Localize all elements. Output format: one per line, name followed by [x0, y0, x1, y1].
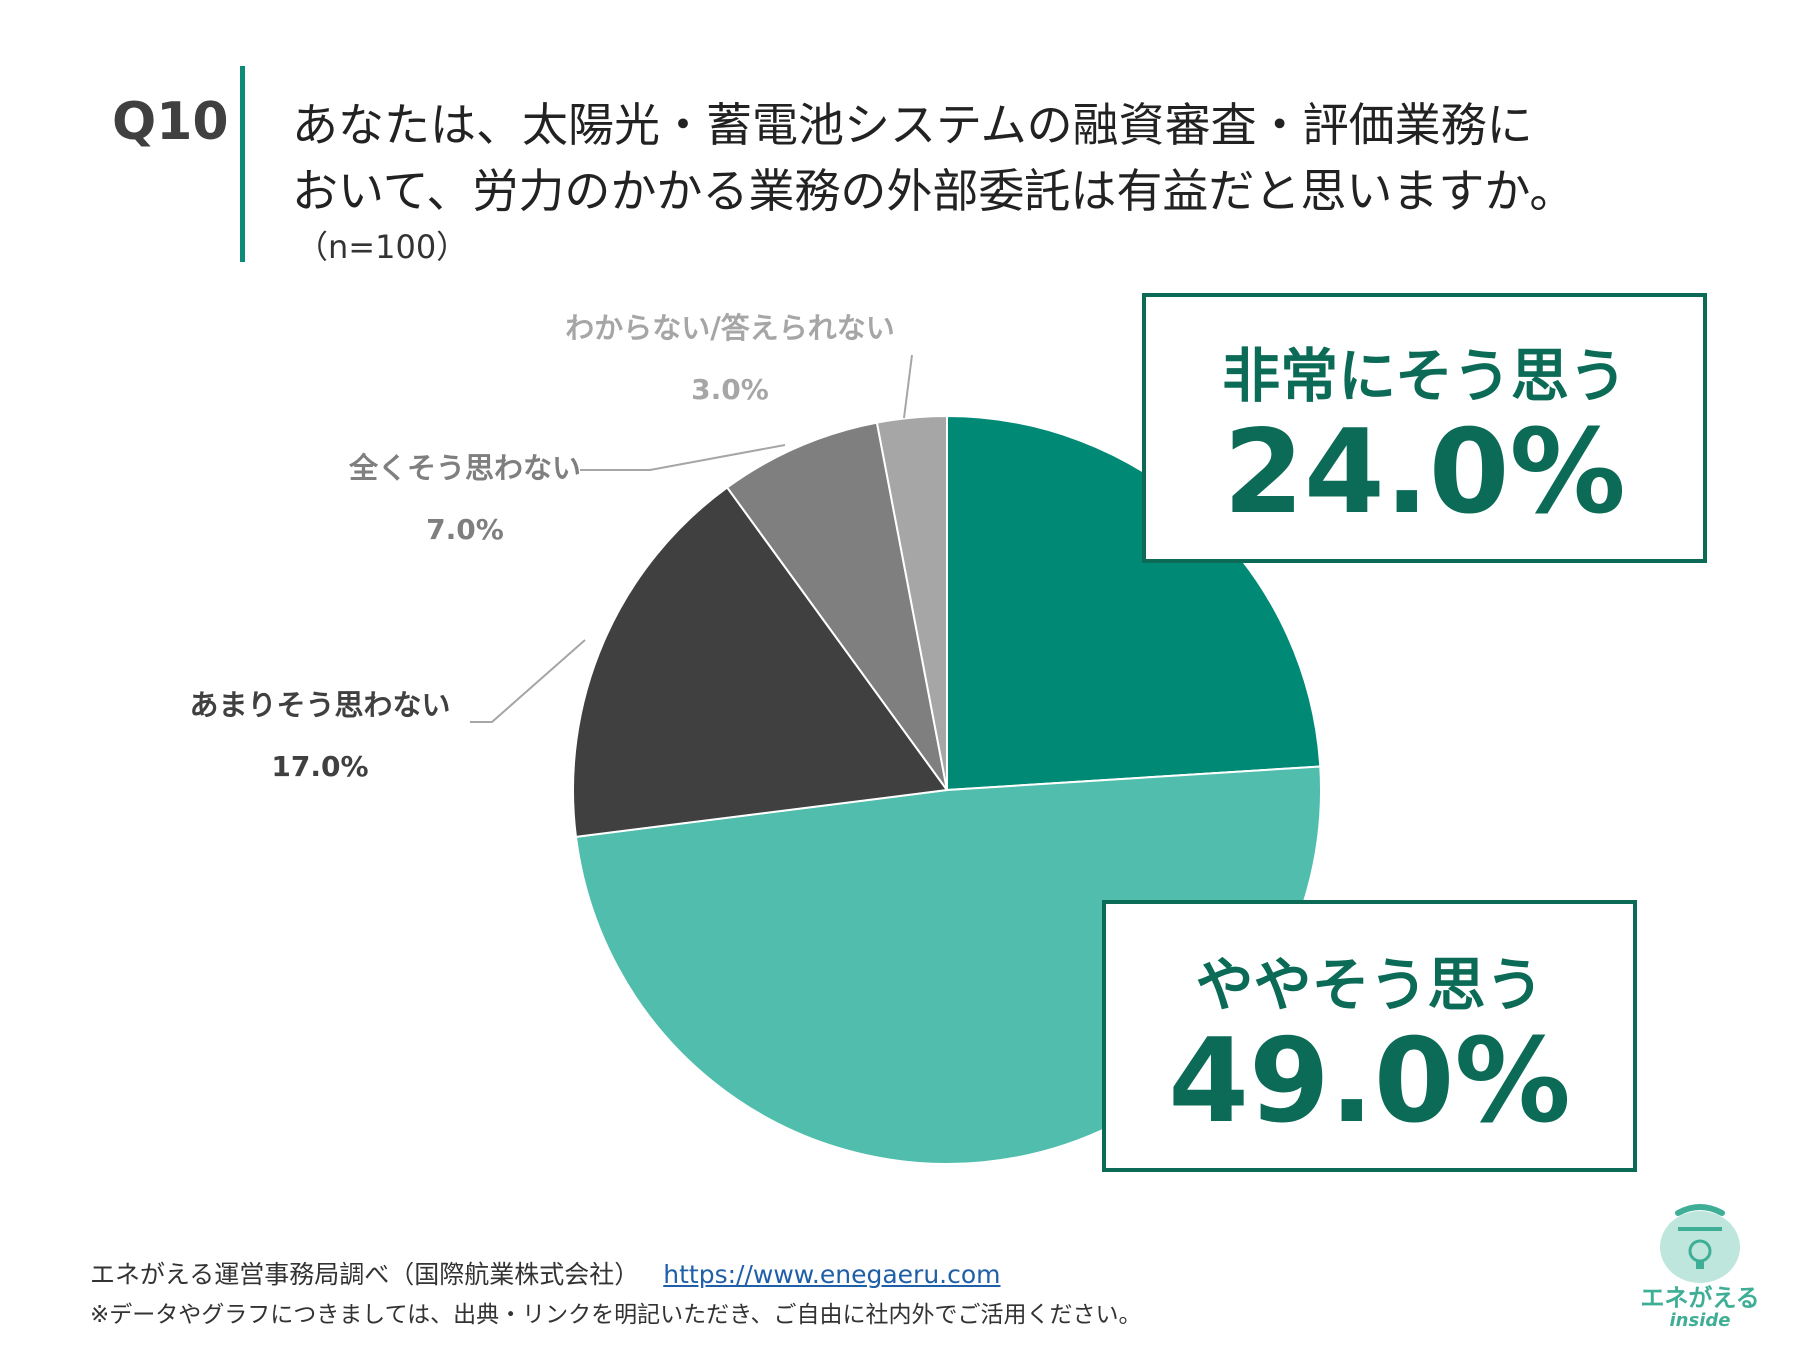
slice-label-dont-know-value: 3.0% [691, 373, 769, 406]
question-line-1: あなたは、太陽光・蓄電池システムの融資審査・評価業務に [292, 98, 1533, 152]
leader-lines [470, 354, 913, 723]
logo-name: エネがえる [1640, 1284, 1760, 1312]
logo-subtitle: inside [1669, 1310, 1731, 1331]
slice-label-not-at-all: 全くそう思わない 7.0% [315, 448, 615, 550]
callout-somewhat-agree-category: ややそう思う [1195, 951, 1544, 1019]
leader-line-not-much [470, 639, 586, 723]
callout-strongly-agree-value: 24.0% [1223, 405, 1626, 540]
callout-somewhat-agree: ややそう思う 49.0% [1102, 900, 1637, 1172]
question-line-2: おいて、労力のかかる業務の外部委託は有益だと思いますか。 [292, 164, 1576, 218]
slice-label-not-much: あまりそう思わない 17.0% [160, 685, 480, 787]
source-url-link[interactable]: https://www.enegaeru.com [663, 1260, 1001, 1289]
slice-label-not-much-category: あまりそう思わない [189, 688, 451, 722]
callout-strongly-agree: 非常にそう思う 24.0% [1142, 293, 1707, 563]
question-accent-bar [240, 66, 245, 262]
slice-label-not-much-value: 17.0% [271, 750, 369, 783]
callout-strongly-agree-category: 非常にそう思う [1222, 342, 1627, 410]
usage-note: ※データやグラフにつきましては、出典・リンクを明記いただき、ご自由に社内外でご活… [90, 1302, 1142, 1328]
slice-label-not-at-all-value: 7.0% [426, 513, 504, 546]
question-number: Q10 [112, 92, 229, 152]
source-text: エネがえる運営事務局調べ（国際航業株式会社） [90, 1260, 640, 1289]
question-text: あなたは、太陽光・蓄電池システムの融資審査・評価業務に おいて、労力のかかる業務… [292, 92, 1732, 224]
source-line: エネがえる運営事務局調べ（国際航業株式会社） https://www.enegae… [90, 1255, 1001, 1291]
enegaeru-logo-icon [1660, 1204, 1740, 1283]
callout-somewhat-agree-value: 49.0% [1168, 1014, 1571, 1149]
slice-label-dont-know: わからない/答えられない 3.0% [530, 308, 930, 410]
sample-size: （n=100） [296, 228, 469, 266]
pie-slice-not-at-all [725, 421, 948, 791]
pie-slice-not-much [572, 486, 949, 838]
leader-line-not-at-all [580, 444, 786, 471]
slice-label-not-at-all-category: 全くそう思わない [348, 451, 581, 485]
slice-label-dont-know-category: わからない/答えられない [565, 311, 895, 345]
leader-line-dont-know [903, 354, 913, 419]
pie-slice-dont-know [875, 414, 948, 791]
